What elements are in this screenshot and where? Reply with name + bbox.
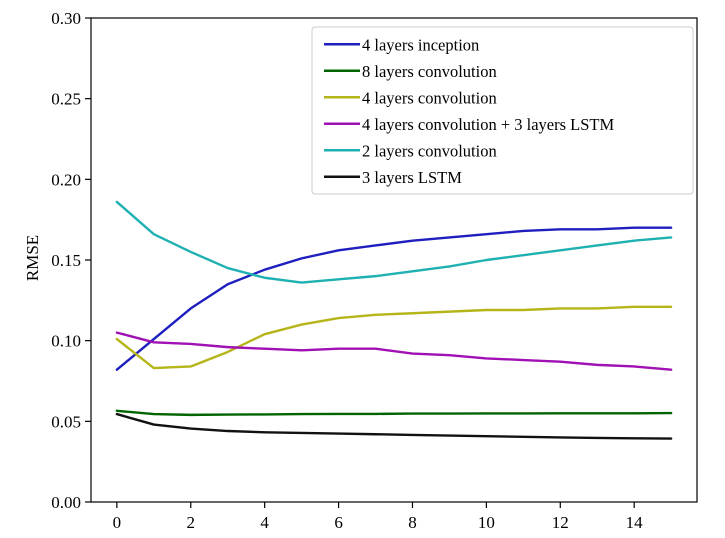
y-tick-label: 0.25 — [51, 90, 81, 109]
x-tick-label: 10 — [478, 513, 495, 532]
legend-label: 3 layers LSTM — [362, 168, 462, 187]
series-line-6 — [115, 412, 673, 440]
y-tick-label: 0.30 — [51, 9, 81, 28]
legend-label: 4 layers inception — [362, 35, 479, 54]
series-line-4 — [115, 331, 673, 371]
y-axis-title: RMSE — [23, 235, 42, 281]
x-tick-label: 12 — [552, 513, 569, 532]
x-tick-label: 4 — [260, 513, 269, 532]
x-tick-label: 0 — [113, 513, 122, 532]
x-tick-label: 2 — [187, 513, 196, 532]
x-axis: 0 2 4 6 8 10 12 14 — [113, 502, 644, 532]
legend-label: 4 layers convolution + 3 layers LSTM — [362, 115, 615, 134]
series-line-2 — [115, 409, 673, 417]
x-tick-label: 6 — [334, 513, 343, 532]
y-tick-label: 0.10 — [51, 332, 81, 351]
legend: 4 layers inception 8 layers convolution 4 … — [311, 26, 694, 195]
series-lines — [115, 200, 673, 440]
y-tick-label: 0.20 — [51, 170, 81, 189]
legend-label: 4 layers convolution — [362, 88, 497, 107]
legend-label: 8 layers convolution — [362, 62, 497, 81]
x-tick-label: 14 — [626, 513, 644, 532]
legend-label: 2 layers convolution — [362, 141, 497, 160]
y-axis: 0.00 0.05 0.10 0.15 0.20 0.25 0.30 — [51, 9, 91, 512]
x-tick-label: 8 — [408, 513, 417, 532]
y-tick-label: 0.05 — [51, 412, 81, 431]
y-tick-label: 0.15 — [51, 251, 81, 270]
y-tick-label: 0.00 — [51, 493, 81, 512]
series-line-3 — [115, 305, 673, 370]
series-line-5 — [115, 200, 673, 284]
legend-box — [311, 26, 694, 195]
series-line-1 — [115, 226, 673, 371]
